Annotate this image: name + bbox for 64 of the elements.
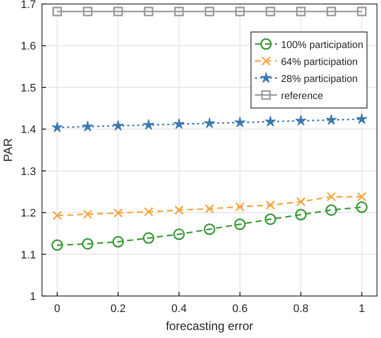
point (113, 6, 123, 16)
point (296, 6, 306, 16)
point (52, 6, 62, 16)
point (173, 118, 185, 129)
point (266, 6, 276, 16)
point (173, 228, 185, 240)
point (142, 232, 154, 244)
point (204, 117, 216, 128)
point (264, 213, 276, 225)
point (144, 206, 154, 216)
point (357, 192, 367, 202)
y-tick-label: 1.7 (20, 0, 36, 11)
point (266, 200, 276, 210)
legend-label: reference (281, 91, 324, 102)
point (82, 209, 92, 219)
point (142, 119, 154, 130)
y-axis-title: PAR (1, 138, 15, 162)
x-tick-label: 1 (358, 303, 365, 315)
point (235, 6, 245, 16)
point (356, 201, 368, 213)
point (356, 113, 368, 124)
x-tick-label: 0.4 (171, 303, 187, 315)
point (295, 208, 307, 220)
x-tick-label: 0 (54, 303, 60, 315)
x-tick-label: 0.6 (232, 303, 248, 315)
x-tick-label: 0.2 (110, 303, 126, 315)
y-tick-label: 1 (30, 291, 36, 303)
point (264, 116, 276, 126)
y-tick-label: 1.1 (20, 249, 36, 262)
point (326, 114, 337, 125)
point (113, 208, 123, 218)
point (295, 114, 306, 126)
point (326, 192, 336, 202)
point (174, 205, 184, 215)
x-tick-label: 0.8 (293, 303, 309, 315)
point (357, 6, 367, 16)
point (326, 6, 336, 16)
point (82, 238, 94, 250)
y-tick-label: 1.6 (20, 40, 36, 53)
y-tick-label: 1.2 (20, 208, 36, 220)
legend-label: 64% participation (281, 57, 358, 68)
point (112, 236, 124, 248)
point (296, 196, 306, 206)
x-axis-title: forecasting error (166, 319, 254, 333)
point (235, 202, 245, 212)
point (144, 6, 154, 16)
point (52, 210, 62, 220)
point (82, 6, 92, 16)
y-tick-label: 1.5 (20, 82, 36, 94)
legend-label: 28% participation (281, 74, 358, 85)
point (234, 116, 246, 128)
legend-label: 100% participation (281, 40, 364, 51)
point (82, 120, 94, 132)
point (326, 204, 338, 216)
point (51, 239, 63, 251)
point (234, 218, 246, 230)
point (204, 204, 214, 214)
point (204, 224, 216, 236)
point (174, 6, 184, 16)
y-tick-label: 1.4 (20, 124, 36, 136)
point (112, 120, 124, 131)
point (204, 6, 214, 16)
y-tick-label: 1.3 (20, 166, 36, 178)
point (52, 122, 63, 132)
